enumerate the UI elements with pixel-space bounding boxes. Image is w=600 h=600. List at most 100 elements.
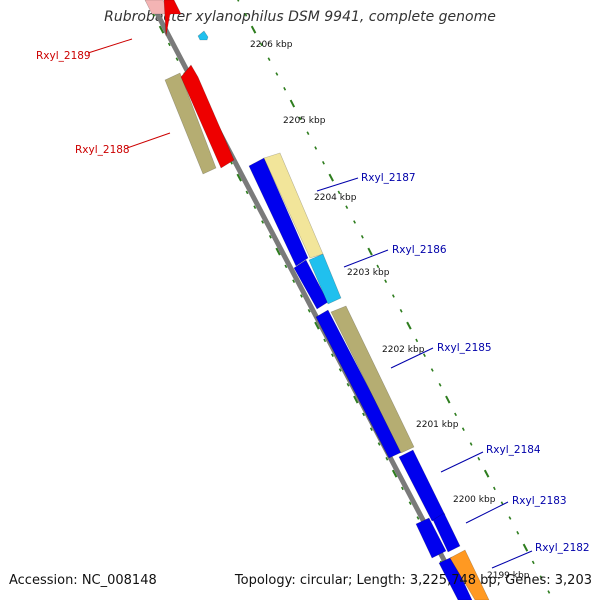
cds-feature-blue-2182[interactable] [438, 556, 473, 600]
tick-label: 2206 kbp [250, 40, 293, 50]
scale-tick [236, 173, 242, 182]
scale-tick [391, 294, 395, 298]
leader-line [87, 38, 133, 54]
scale-tick [483, 469, 490, 478]
scale-tick [516, 531, 520, 535]
scale-tick [244, 13, 248, 17]
scale-tick [261, 220, 265, 224]
scale-tick [353, 395, 359, 404]
tick-label: 2202 kbp [382, 345, 425, 355]
cds-feature-red-top[interactable] [163, 0, 182, 37]
scale-tick [399, 309, 403, 313]
scale-tick [299, 294, 303, 298]
scale-tick [522, 543, 529, 552]
gene-label-rxyl-2182[interactable]: Rxyl_2182 [535, 542, 590, 554]
tick-labels: 2206 kbp 2205 kbp 2204 kbp 2203 kbp 2202… [250, 40, 530, 581]
scale-tick [369, 427, 373, 431]
scale-tick [323, 338, 327, 343]
cds-feature-blue-2183b[interactable] [432, 512, 461, 553]
tick-label: 2201 kbp [416, 420, 459, 430]
scale-tick [415, 338, 419, 343]
leader-line [126, 132, 171, 149]
scale-tick [158, 25, 165, 34]
gene-label-rxyl-2187[interactable]: Rxyl_2187 [361, 172, 416, 184]
forward-strand-features [248, 152, 490, 600]
scale-tick [253, 205, 257, 209]
cds-feature-cyan-top[interactable] [197, 30, 209, 41]
scale-tick [346, 383, 350, 387]
scale-tick [306, 131, 310, 135]
gene-label-rxyl-2188[interactable]: Rxyl_2188 [75, 144, 130, 156]
scale-tick [353, 220, 357, 224]
scale-tick [445, 395, 451, 404]
scale-tick [275, 72, 279, 76]
tick-label: 2200 kbp [453, 495, 496, 505]
scale-tick [376, 264, 380, 269]
page-title: Rubrobacter xylanophilus DSM 9941, compl… [104, 9, 496, 25]
scale-tick [275, 247, 281, 256]
scale-tick [245, 190, 249, 195]
cds-feature-khaki-2185[interactable] [330, 305, 415, 454]
scale-tick [268, 235, 272, 239]
gene-label-rxyl-2186[interactable]: Rxyl_2186 [392, 244, 447, 256]
scale-tick [362, 412, 366, 417]
gene-labels: Rxyl_2189 Rxyl_2188 Rxyl_2187 Rxyl_2186 … [36, 50, 590, 554]
label-leader-lines [87, 38, 533, 569]
scale-tick [259, 42, 263, 47]
scale-tick [454, 412, 458, 417]
cds-feature-khaki-2188[interactable] [164, 72, 217, 175]
cds-feature-orange-2182[interactable] [449, 549, 490, 600]
scale-tick [391, 469, 398, 478]
cds-feature-blue-a[interactable] [248, 157, 309, 267]
cds-feature-blue-2184[interactable] [398, 449, 446, 522]
scale-tick [337, 190, 341, 195]
scale-tick [400, 486, 404, 491]
tick-label: 2204 kbp [314, 193, 357, 203]
scale-tick [283, 87, 287, 91]
scale-tick [328, 173, 334, 182]
scale-tick [408, 501, 412, 505]
cds-feature-blue-2183[interactable] [415, 517, 447, 559]
cds-feature-blue-2185[interactable] [315, 309, 403, 459]
genome-summary: Topology: circular; Length: 3,225,748 bp… [234, 573, 592, 588]
scale-tick [175, 57, 179, 61]
scale-tick [385, 457, 389, 461]
scale-tick [406, 321, 412, 330]
scale-tick [430, 368, 434, 372]
leader-line [390, 347, 434, 369]
scale-tick [547, 590, 551, 594]
leader-line [316, 177, 359, 192]
scale-tick [469, 442, 473, 446]
leader-line [440, 451, 484, 473]
scale-tick [508, 516, 512, 520]
tick-label: 2203 kbp [347, 268, 390, 278]
accession-label: Accession: NC_008148 [9, 573, 157, 588]
scale-tick [314, 321, 320, 330]
gene-label-rxyl-2184[interactable]: Rxyl_2184 [486, 444, 541, 456]
cds-feature-cyan-2186[interactable] [308, 253, 342, 305]
gene-label-rxyl-2183[interactable]: Rxyl_2183 [512, 495, 567, 507]
scale-tick [367, 247, 373, 256]
gene-label-rxyl-2185[interactable]: Rxyl_2185 [437, 342, 492, 354]
scale-tick [477, 457, 481, 461]
scale-tick [539, 575, 543, 579]
scale-tick [289, 99, 296, 108]
scale-tick [531, 560, 535, 565]
scale-tick [292, 279, 296, 283]
scale-tick [237, 0, 240, 2]
scale-tick [492, 486, 496, 491]
scale-tick [384, 279, 388, 283]
gene-label-rxyl-2189[interactable]: Rxyl_2189 [36, 50, 91, 62]
cds-feature-red-2189[interactable] [180, 64, 235, 169]
scale-tick [360, 235, 364, 239]
scale-tick [284, 264, 288, 269]
tick-label: 2205 kbp [283, 116, 326, 126]
scale-tick [461, 427, 465, 431]
scale-tick [438, 383, 442, 387]
leader-line [491, 550, 533, 569]
scale-tick [422, 353, 426, 357]
leader-line [465, 501, 509, 524]
scale-tick [314, 146, 318, 150]
scale-tick [338, 368, 342, 372]
